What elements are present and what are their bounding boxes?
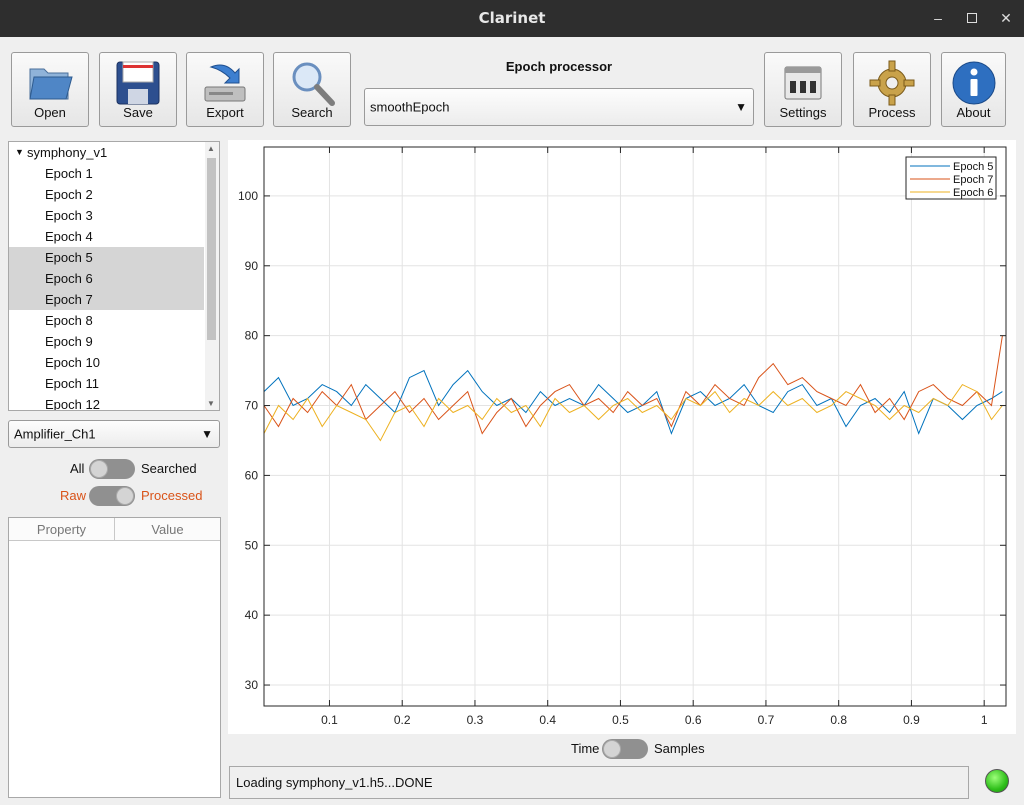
raw-label: Raw: [60, 488, 87, 503]
magnifier-icon: [292, 62, 335, 106]
process-label: Process: [868, 105, 916, 120]
search-button[interactable]: Search: [273, 52, 351, 127]
tree-item-label: Epoch 4: [45, 229, 93, 244]
tree-item-label: Epoch 6: [45, 271, 93, 286]
tree-item[interactable]: Epoch 10: [9, 352, 204, 373]
about-button[interactable]: About: [941, 52, 1006, 127]
save-button[interactable]: Save: [99, 52, 177, 127]
gear-icon: [869, 60, 915, 106]
title-bar: Clarinet – ✕: [0, 0, 1024, 37]
tree-item-label: Epoch 3: [45, 208, 93, 223]
window-title: Clarinet: [478, 9, 546, 27]
folder-open-icon: [29, 68, 73, 100]
tree-item[interactable]: Epoch 9: [9, 331, 204, 352]
tree-item[interactable]: Epoch 11: [9, 373, 204, 394]
samples-label: Samples: [654, 741, 705, 756]
export-button[interactable]: Export: [186, 52, 264, 127]
tree-item[interactable]: Epoch 4: [9, 226, 204, 247]
dropdown-arrow-icon: ▼: [201, 427, 213, 441]
save-label: Save: [123, 105, 153, 120]
status-indicator-icon: [985, 769, 1009, 793]
tree-item[interactable]: Epoch 8: [9, 310, 204, 331]
dropdown-arrow-icon: ▼: [735, 100, 747, 114]
plot-area: [228, 140, 1016, 734]
tree-item[interactable]: Epoch 6: [9, 268, 204, 289]
tree-scroll-thumb[interactable]: [207, 158, 216, 340]
tree-item[interactable]: Epoch 3: [9, 205, 204, 226]
tree-scrollbar[interactable]: ▲ ▼: [205, 142, 219, 410]
tree-item[interactable]: Epoch 1: [9, 163, 204, 184]
value-column-header[interactable]: Value: [115, 518, 220, 541]
export-icon: [204, 64, 246, 102]
process-button[interactable]: Process: [853, 52, 931, 127]
export-label: Export: [206, 105, 244, 120]
tree-item[interactable]: Epoch 2: [9, 184, 204, 205]
minimize-button[interactable]: –: [934, 10, 942, 26]
property-column-header[interactable]: Property: [9, 518, 115, 541]
status-bar: Loading symphony_v1.h5...DONE: [229, 766, 969, 799]
tree-root-label: symphony_v1: [27, 145, 108, 160]
tree-item[interactable]: Epoch 12: [9, 394, 204, 411]
floppy-disk-icon: [116, 61, 160, 105]
tree-item-label: Epoch 12: [45, 397, 100, 411]
epoch-processor-label: Epoch processor: [505, 59, 613, 74]
epoch-processor-select[interactable]: smoothEpoch ▼: [364, 88, 754, 126]
settings-button[interactable]: Settings: [764, 52, 842, 127]
collapse-triangle-icon[interactable]: ▼: [15, 147, 24, 157]
all-searched-toggle[interactable]: [89, 459, 135, 479]
open-button[interactable]: Open: [11, 52, 89, 127]
toggle-knob: [603, 740, 621, 758]
tree-item-label: Epoch 5: [45, 250, 93, 265]
settings-label: Settings: [779, 105, 827, 120]
open-label: Open: [34, 105, 66, 120]
tree-item[interactable]: Epoch 5: [9, 247, 204, 268]
tree-item-label: Epoch 10: [45, 355, 100, 370]
channel-value: Amplifier_Ch1: [14, 426, 96, 442]
close-button[interactable]: ✕: [1000, 10, 1012, 26]
property-table[interactable]: Property Value: [8, 517, 221, 798]
time-label: Time: [571, 741, 600, 756]
processed-label: Processed: [141, 488, 203, 503]
status-text: Loading symphony_v1.h5...DONE: [236, 775, 433, 790]
tree-item-label: Epoch 1: [45, 166, 93, 181]
searched-label: Searched: [141, 461, 197, 476]
about-label: About: [956, 105, 991, 120]
tree-item-label: Epoch 7: [45, 292, 93, 307]
maximize-icon: [967, 13, 977, 23]
scroll-up-icon[interactable]: ▲: [207, 144, 215, 153]
channel-select[interactable]: Amplifier_Ch1 ▼: [8, 420, 220, 448]
info-icon: [952, 61, 995, 105]
raw-processed-toggle[interactable]: [89, 486, 135, 506]
toggle-knob: [116, 487, 134, 505]
epoch-tree[interactable]: ▼ symphony_v1 Epoch 1 Epoch 2 Epoch 3 Epoch…: [8, 141, 220, 411]
epoch-processor-value: smoothEpoch: [370, 99, 450, 115]
settings-panel-icon: [784, 66, 822, 100]
tree-item-label: Epoch 2: [45, 187, 93, 202]
tree-item[interactable]: Epoch 7: [9, 289, 204, 310]
tree-item-label: Epoch 8: [45, 313, 93, 328]
tree-item-label: Epoch 11: [45, 376, 99, 391]
search-label: Search: [291, 105, 333, 120]
tree-root[interactable]: ▼ symphony_v1: [9, 142, 204, 163]
time-samples-toggle[interactable]: [602, 739, 648, 759]
tree-item-label: Epoch 9: [45, 334, 93, 349]
scroll-down-icon[interactable]: ▼: [207, 399, 215, 408]
toggle-knob: [90, 460, 108, 478]
all-label: All: [70, 461, 85, 476]
maximize-button[interactable]: [962, 8, 982, 28]
